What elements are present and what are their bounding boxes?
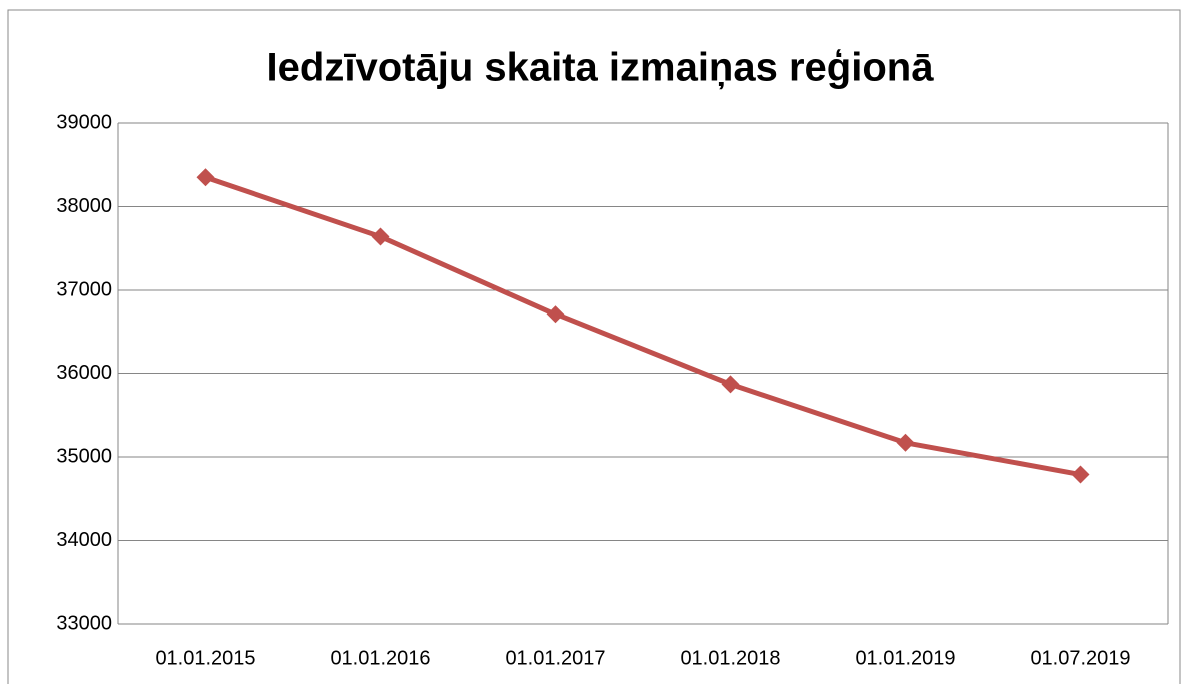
marker: [196, 168, 215, 187]
x-tick-label: 01.01.2015: [155, 647, 255, 669]
line: [204, 174, 1081, 477]
chart-title: Iedzīvotāju skaita izmaiņas reģionā: [267, 46, 935, 90]
y-tick-label: 36000: [56, 362, 112, 384]
y-tick-label: 33000: [56, 612, 112, 634]
marker: [896, 433, 915, 452]
marker: [1071, 465, 1090, 484]
chart-frame: [7, 9, 1181, 684]
x-tick-label: 01.01.2018: [680, 647, 780, 669]
y-tick-label: 34000: [56, 529, 112, 551]
x-tick-label: 01.01.2016: [330, 647, 430, 669]
y-tick-label: 37000: [56, 278, 112, 300]
y-tick-label: 35000: [56, 445, 112, 467]
marker: [546, 305, 565, 324]
x-tick-label: 01.07.2019: [1030, 647, 1130, 669]
x-tick-label: 01.01.2019: [855, 647, 955, 669]
marker: [721, 375, 740, 394]
y-tick-label: 38000: [56, 195, 112, 217]
y-tick-label: 39000: [56, 111, 112, 133]
x-tick-label: 01.01.2017: [505, 647, 605, 669]
marker: [371, 227, 390, 246]
